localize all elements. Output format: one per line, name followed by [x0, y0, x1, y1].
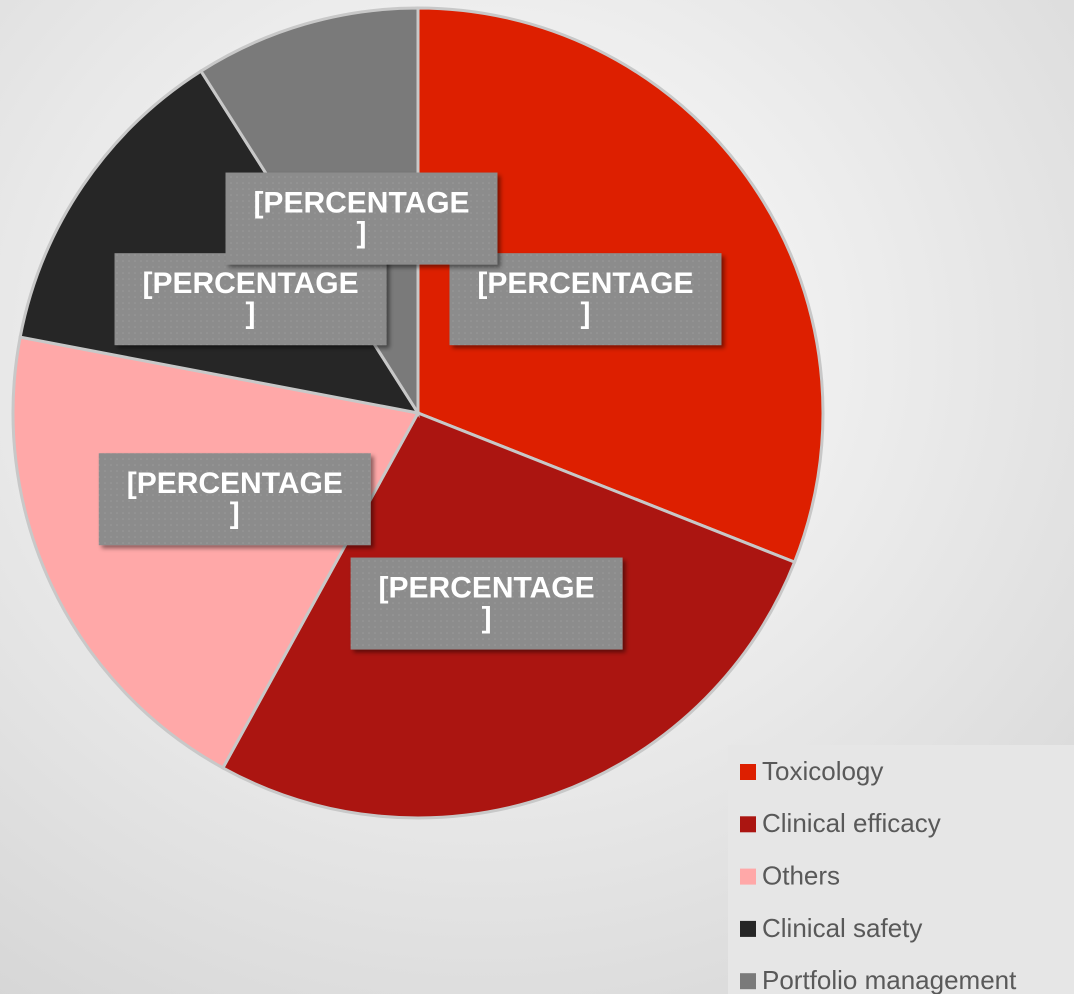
data-label-box	[98, 453, 371, 546]
data-label-box	[225, 172, 498, 265]
legend-swatch	[740, 816, 756, 833]
legend-label: Clinical efficacy	[762, 808, 941, 838]
legend-swatch	[740, 973, 756, 990]
legend-label: Others	[762, 860, 840, 890]
data-label-box	[350, 557, 623, 650]
legend-box	[728, 745, 1074, 994]
data-label: [PERCENTAGE]	[142, 267, 358, 330]
data-label-box	[449, 253, 722, 346]
legend-label: Toxicology	[762, 756, 883, 786]
data-label: [PERCENTAGE]	[477, 267, 693, 330]
data-label: [PERCENTAGE]	[253, 186, 469, 249]
pie-slice	[11, 335, 421, 770]
legend-swatch	[740, 920, 756, 937]
legend-label: Clinical safety	[762, 913, 922, 943]
data-label-box	[114, 253, 387, 346]
data-label: [PERCENTAGE]	[379, 571, 595, 634]
legend-swatch	[740, 764, 756, 780]
data-label: [PERCENTAGE]	[127, 467, 343, 530]
legend-swatch	[740, 868, 756, 885]
legend-label: Portfolio management	[762, 965, 1017, 994]
